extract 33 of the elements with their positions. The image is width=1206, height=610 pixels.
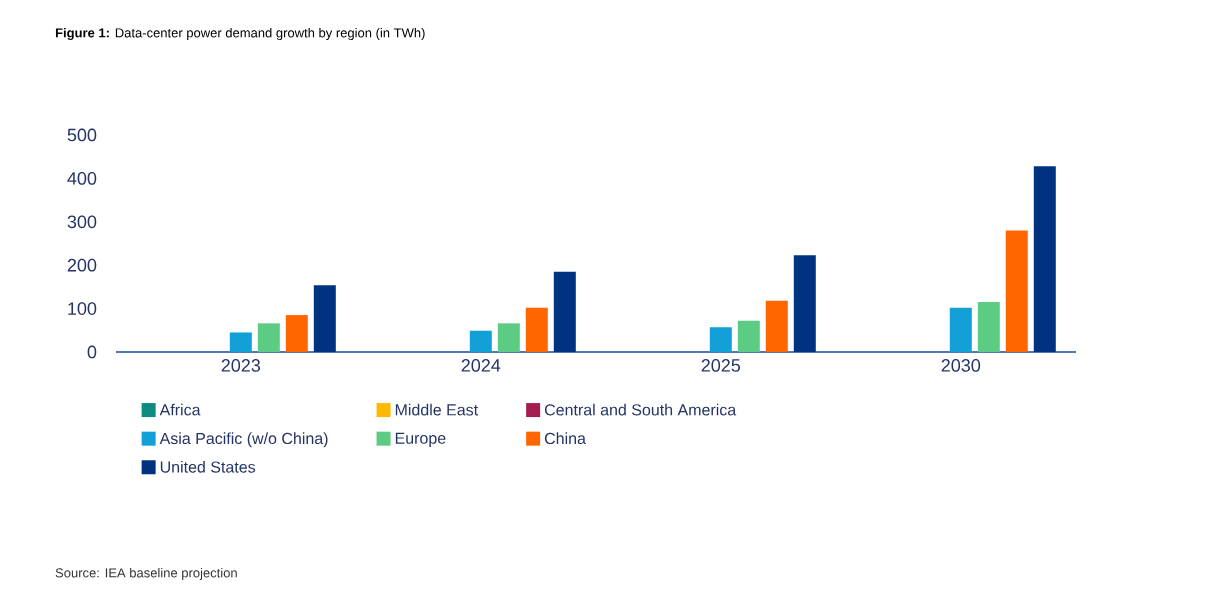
y-tick-label: 100 <box>68 302 97 315</box>
y-tick-label: 200 <box>67 258 97 272</box>
y-tick-label: 500 <box>67 128 97 142</box>
legend-label: Asia Pacific (w/o China) <box>159 432 328 448</box>
bar <box>257 323 280 352</box>
bar <box>497 323 520 352</box>
bar <box>313 285 336 352</box>
legend-label: United States <box>160 460 256 473</box>
x-tick-label: 2030 <box>941 359 981 372</box>
bar <box>553 271 576 352</box>
bar <box>469 330 492 352</box>
bar <box>709 327 732 352</box>
y-tick-label: 0 <box>87 345 97 359</box>
x-tick-label: 2023 <box>221 359 261 372</box>
bar <box>765 300 788 352</box>
y-tick-label: 400 <box>67 172 97 185</box>
x-tick-label: 2024 <box>461 359 501 372</box>
bar <box>793 255 816 352</box>
bar <box>949 307 972 352</box>
legend-label: Central and South America <box>544 403 737 416</box>
bar <box>525 307 548 352</box>
bar <box>1005 230 1028 352</box>
y-tick-label: 300 <box>67 215 97 229</box>
bar <box>737 320 760 352</box>
legend-label: Africa <box>159 403 201 416</box>
x-tick-label: 2025 <box>701 359 741 372</box>
legend-label: Europe <box>395 432 446 447</box>
bar <box>1033 166 1056 352</box>
bar <box>977 302 1000 352</box>
legend-label: Middle East <box>395 403 478 416</box>
legend-label: China <box>544 432 586 445</box>
bar <box>229 332 252 352</box>
bar <box>285 315 308 352</box>
